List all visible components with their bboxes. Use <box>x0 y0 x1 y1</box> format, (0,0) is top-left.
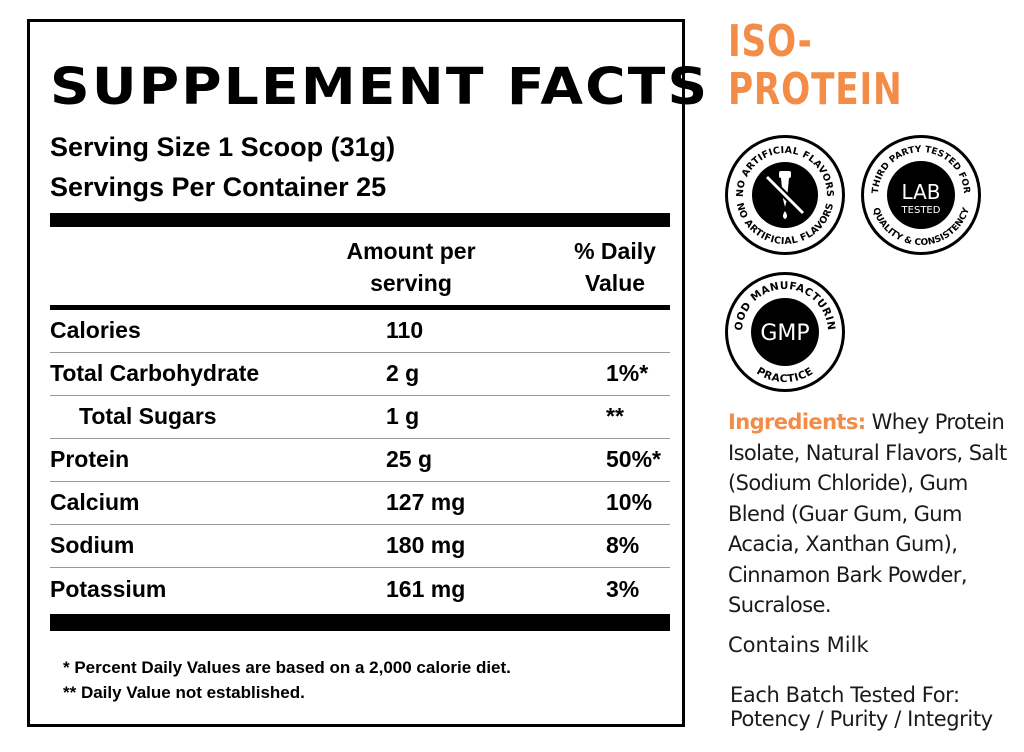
batch-line-1: Each Batch Tested For: <box>730 683 960 707</box>
nutrient-name: Sodium <box>50 532 135 558</box>
badge-center-text: GMP <box>760 321 809 346</box>
nutrient-daily-value: ** <box>606 403 624 429</box>
servings-per-container: Servings Per Container 25 <box>50 172 387 202</box>
serving-size: Serving Size 1 Scoop (31g) <box>50 132 396 162</box>
nutrient-daily-value: 50%* <box>606 446 661 472</box>
ingredients-label: Ingredients: <box>728 410 866 434</box>
nutrient-amount: 127 mg <box>386 489 466 515</box>
nutrient-name: Potassium <box>50 576 167 602</box>
allergen-statement: Contains Milk <box>728 633 869 657</box>
table-row: Calcium 127 mg 10% <box>50 482 670 525</box>
nutrient-daily-value: 10% <box>606 489 653 515</box>
batch-testing-note: Each Batch Tested For: Potency / Purity … <box>730 683 993 731</box>
dv-header-line1: % Daily <box>574 238 656 264</box>
table-row: Total Sugars 1 g ** <box>50 396 670 439</box>
footnote-not-established: ** Daily Value not established. <box>63 683 305 702</box>
nutrient-name: Calcium <box>50 489 140 515</box>
nutrient-name: Total Carbohydrate <box>50 360 260 386</box>
nutrient-amount: 110 <box>386 317 424 343</box>
nutrient-daily-value: 3% <box>606 576 640 602</box>
dv-header-line2: Value <box>584 270 646 296</box>
nutrient-amount: 1 g <box>386 403 420 429</box>
amount-per-serving-header: Amount per serving <box>326 235 496 299</box>
ingredients-block: Ingredients: Whey Protein Isolate, Natur… <box>728 407 1018 621</box>
brand-title: ISO- PROTEIN <box>728 18 903 114</box>
lab-tested-icon: THIRD PARTY TESTED FOR QUALITY & CONSIST… <box>861 135 981 255</box>
supplement-facts-panel: SUPPLEMENT FACTS Serving Size 1 Scoop (3… <box>27 19 707 727</box>
no-artificial-flavors-icon: NO ARTIFICIAL FLAVORS NO ARTIFICIAL FLAV… <box>725 135 845 255</box>
brand-line-1: ISO- <box>728 16 813 67</box>
table-row: Sodium 180 mg 8% <box>50 525 670 568</box>
nutrient-amount: 161 mg <box>386 576 466 602</box>
badge-center-text: LAB <box>901 180 940 204</box>
footnote-percent: * Percent Daily Values are based on a 2,… <box>63 658 511 677</box>
daily-value-header: % Daily Value <box>550 235 680 299</box>
facts-title: SUPPLEMENT FACTS <box>50 58 710 117</box>
amount-header-line2: serving <box>370 270 452 296</box>
amount-header-line1: Amount per <box>346 238 476 264</box>
table-row: Protein 25 g 50%* <box>50 439 670 482</box>
nutrient-daily-value: 1%* <box>606 360 649 386</box>
nutrient-name: Total Sugars <box>79 403 217 429</box>
table-row: Potassium 161 mg 3% <box>50 568 670 611</box>
table-row: Total Carbohydrate 2 g 1%* <box>50 353 670 396</box>
thick-divider-bottom <box>50 614 670 631</box>
thick-divider-top <box>50 213 670 227</box>
brand-line-2: PROTEIN <box>728 64 903 115</box>
nutrient-amount: 180 mg <box>386 532 466 558</box>
nutrient-amount: 25 g <box>386 446 433 472</box>
ingredients-text: Whey Protein Isolate, Natural Flavors, S… <box>728 410 1007 617</box>
nutrient-name: Protein <box>50 446 130 472</box>
table-row: Calories 110 <box>50 310 670 353</box>
nutrient-amount: 2 g <box>386 360 420 386</box>
batch-line-2: Potency / Purity / Integrity <box>730 707 993 731</box>
gmp-icon: GOOD MANUFACTURING PRACTICE GMP <box>723 270 845 392</box>
badge-center-subtext: TESTED <box>901 205 941 216</box>
nutrient-daily-value: 8% <box>606 532 640 558</box>
nutrient-name: Calories <box>50 317 141 343</box>
medium-divider <box>50 305 670 310</box>
